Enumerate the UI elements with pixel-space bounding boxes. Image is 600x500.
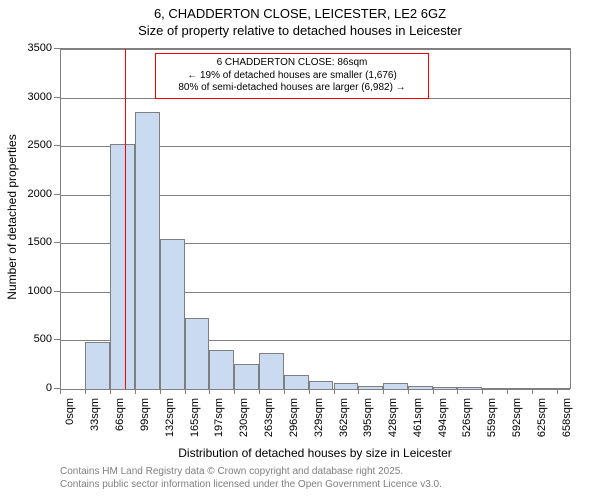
histogram-bar — [358, 386, 383, 389]
x-tick-label: 625sqm — [536, 398, 548, 437]
x-tick-label: 99sqm — [139, 398, 151, 431]
x-tick-label: 132sqm — [164, 398, 176, 437]
histogram-bar — [284, 375, 309, 389]
histogram-bar — [482, 388, 507, 389]
x-tick-mark — [433, 388, 434, 394]
histogram-bar — [234, 364, 259, 389]
x-tick-label: 428sqm — [387, 398, 399, 437]
histogram-bar — [408, 386, 433, 389]
x-tick-label: 658sqm — [561, 398, 573, 437]
x-tick-label: 494sqm — [437, 398, 449, 437]
y-tick-label: 3000 — [12, 91, 52, 103]
x-axis-label: Distribution of detached houses by size … — [60, 446, 570, 460]
x-tick-mark — [185, 388, 186, 394]
y-tick-mark — [54, 145, 60, 146]
x-tick-mark — [160, 388, 161, 394]
y-axis-label: Number of detached properties — [5, 117, 19, 317]
x-tick-mark — [507, 388, 508, 394]
x-tick-mark — [209, 388, 210, 394]
histogram-bar — [135, 112, 160, 389]
x-tick-label: 461sqm — [412, 398, 424, 437]
x-tick-mark — [309, 388, 310, 394]
x-tick-mark — [457, 388, 458, 394]
histogram-bar — [160, 239, 185, 389]
x-tick-label: 165sqm — [189, 398, 201, 437]
y-gridline — [60, 49, 570, 50]
x-tick-label: 329sqm — [313, 398, 325, 437]
y-tick-mark — [54, 48, 60, 49]
histogram-bar — [433, 387, 457, 389]
y-tick-label: 0 — [12, 382, 52, 394]
x-tick-mark — [259, 388, 260, 394]
y-tick-label: 500 — [12, 333, 52, 345]
histogram-bar — [85, 342, 110, 389]
histogram-bar — [457, 387, 482, 389]
histogram-bar — [383, 383, 408, 389]
y-tick-mark — [54, 242, 60, 243]
x-tick-label: 395sqm — [362, 398, 374, 437]
histogram-bar — [309, 381, 334, 389]
x-tick-mark — [334, 388, 335, 394]
chart-title-sub: Size of property relative to detached ho… — [0, 21, 600, 42]
x-tick-mark — [482, 388, 483, 394]
annotation-line: 6 CHADDERTON CLOSE: 86sqm — [162, 57, 422, 70]
chart-container: 6, CHADDERTON CLOSE, LEICESTER, LE2 6GZ … — [0, 0, 600, 500]
x-tick-label: 592sqm — [511, 398, 523, 437]
histogram-bar — [110, 144, 135, 389]
annotation-line: ← 19% of detached houses are smaller (1,… — [162, 70, 422, 83]
y-tick-mark — [54, 97, 60, 98]
x-tick-mark — [383, 388, 384, 394]
y-tick-mark — [54, 194, 60, 195]
footnote-1: Contains HM Land Registry data © Crown c… — [60, 466, 403, 477]
x-tick-label: 263sqm — [263, 398, 275, 437]
plot-area: 6 CHADDERTON CLOSE: 86sqm← 19% of detach… — [60, 48, 571, 389]
x-axis-line — [60, 389, 570, 390]
x-tick-label: 559sqm — [486, 398, 498, 437]
y-tick-mark — [54, 291, 60, 292]
y-tick-mark — [54, 339, 60, 340]
histogram-bar — [507, 388, 532, 389]
x-tick-label: 0sqm — [64, 398, 76, 425]
x-tick-mark — [358, 388, 359, 394]
chart-title-main: 6, CHADDERTON CLOSE, LEICESTER, LE2 6GZ — [0, 0, 600, 21]
x-tick-label: 362sqm — [338, 398, 350, 437]
x-tick-label: 296sqm — [288, 398, 300, 437]
histogram-bar — [557, 388, 570, 389]
annotation-line: 80% of semi-detached houses are larger (… — [162, 82, 422, 95]
x-tick-label: 33sqm — [89, 398, 101, 431]
x-tick-label: 66sqm — [114, 398, 126, 431]
x-tick-mark — [532, 388, 533, 394]
histogram-bar — [532, 388, 557, 389]
x-tick-mark — [234, 388, 235, 394]
x-tick-label: 197sqm — [213, 398, 225, 437]
annotation-box: 6 CHADDERTON CLOSE: 86sqm← 19% of detach… — [155, 53, 429, 99]
x-tick-mark — [60, 388, 61, 394]
x-tick-mark — [85, 388, 86, 394]
x-tick-mark — [284, 388, 285, 394]
y-tick-label: 3500 — [12, 42, 52, 54]
x-tick-label: 230sqm — [238, 398, 250, 437]
reference-vline — [125, 49, 126, 389]
histogram-bar — [259, 353, 284, 389]
y-axis-line — [60, 49, 61, 389]
x-tick-mark — [557, 388, 558, 394]
x-tick-mark — [135, 388, 136, 394]
histogram-bar — [185, 318, 209, 389]
x-tick-label: 526sqm — [461, 398, 473, 437]
x-tick-mark — [408, 388, 409, 394]
histogram-bar — [334, 383, 359, 389]
footnote-2: Contains public sector information licen… — [60, 479, 442, 490]
x-tick-mark — [110, 388, 111, 394]
histogram-bar — [209, 350, 234, 389]
